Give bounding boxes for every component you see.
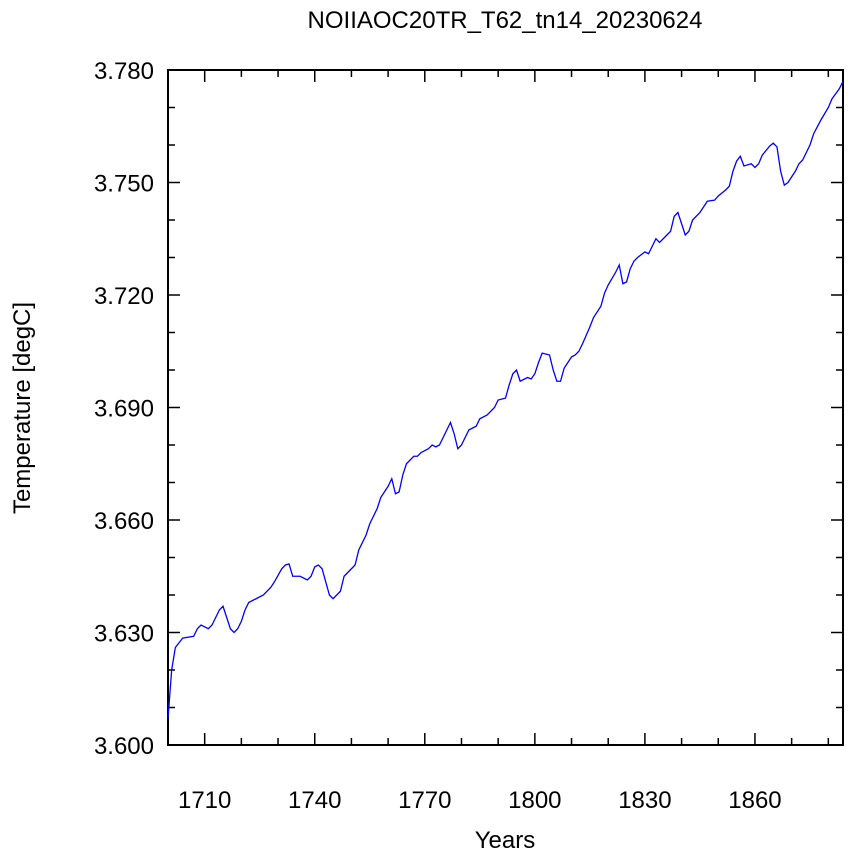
x-tick-label: 1770 [398,787,451,814]
y-tick-label: 3.750 [94,171,154,198]
x-axis-label: Years [475,827,536,854]
y-tick-label: 3.660 [94,508,154,535]
y-axis-label: Temperature [degC] [9,302,36,514]
x-tick-label: 1740 [288,787,341,814]
x-tick-label: 1800 [508,787,561,814]
x-tick-label: 1710 [178,787,231,814]
y-tick-label: 3.720 [94,283,154,310]
x-tick-label: 1830 [618,787,671,814]
data-line [167,80,844,719]
x-tick-label: 1860 [728,787,781,814]
chart-title: NOIIAOC20TR_T62_tn14_20230624 [308,7,703,34]
plot-frame [167,69,844,746]
y-tick-label: 3.630 [94,621,154,648]
y-tick-label: 3.600 [94,733,154,760]
y-tick-label: 3.690 [94,396,154,423]
y-tick-label: 3.780 [94,58,154,85]
